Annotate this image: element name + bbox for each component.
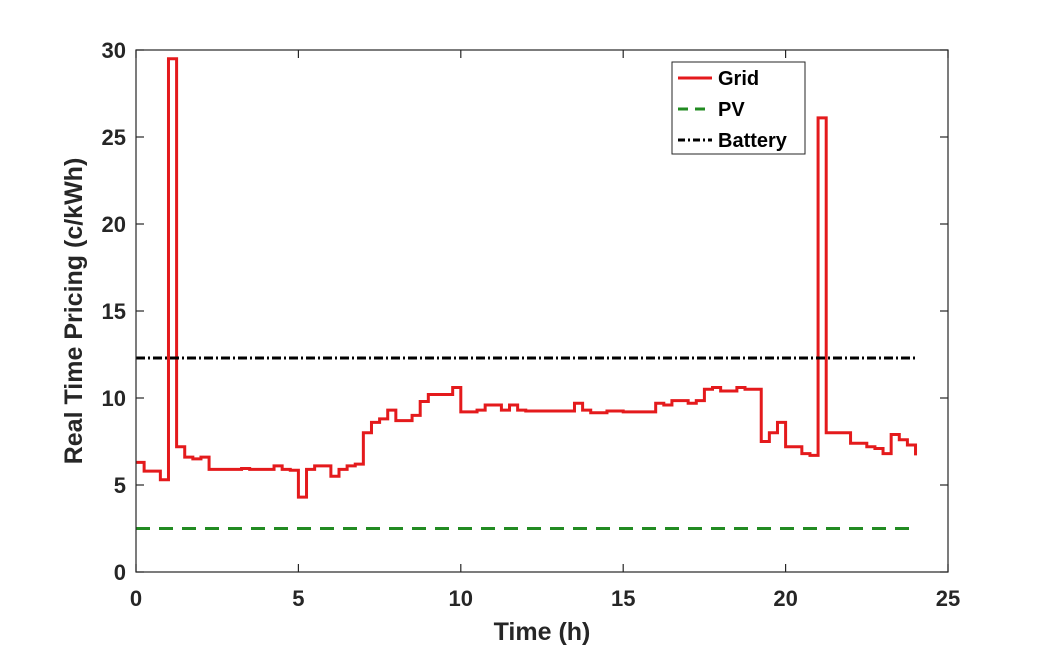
legend: Grid PV Battery <box>671 61 806 155</box>
y-tick-label: 20 <box>102 212 126 237</box>
x-tick-label: 20 <box>773 586 797 611</box>
y-tick-label: 25 <box>102 125 126 150</box>
series-line-grid <box>136 57 918 499</box>
y-tick-label: 30 <box>102 38 126 63</box>
x-tick-label: 10 <box>449 586 473 611</box>
ticks-layer: 0 5 10 15 20 25 0 5 10 15 20 25 30 <box>102 38 961 611</box>
x-tick-label: 15 <box>611 586 635 611</box>
legend-label-grid: Grid <box>718 68 759 90</box>
y-tick-label: 10 <box>102 386 126 411</box>
y-tick-label: 15 <box>102 299 126 324</box>
x-tick-label: 0 <box>130 586 142 611</box>
legend-label-pv: PV <box>718 99 745 121</box>
legend-label-battery: Battery <box>718 130 788 152</box>
y-tick-label: 5 <box>114 473 126 498</box>
y-axis-label: Real Time Pricing (c/kWh) <box>60 158 88 465</box>
x-tick-label: 5 <box>292 586 304 611</box>
y-tick-label: 0 <box>114 560 126 585</box>
x-tick-label: 25 <box>936 586 960 611</box>
series-layer <box>136 57 918 530</box>
x-axis-label: Time (h) <box>494 618 591 646</box>
